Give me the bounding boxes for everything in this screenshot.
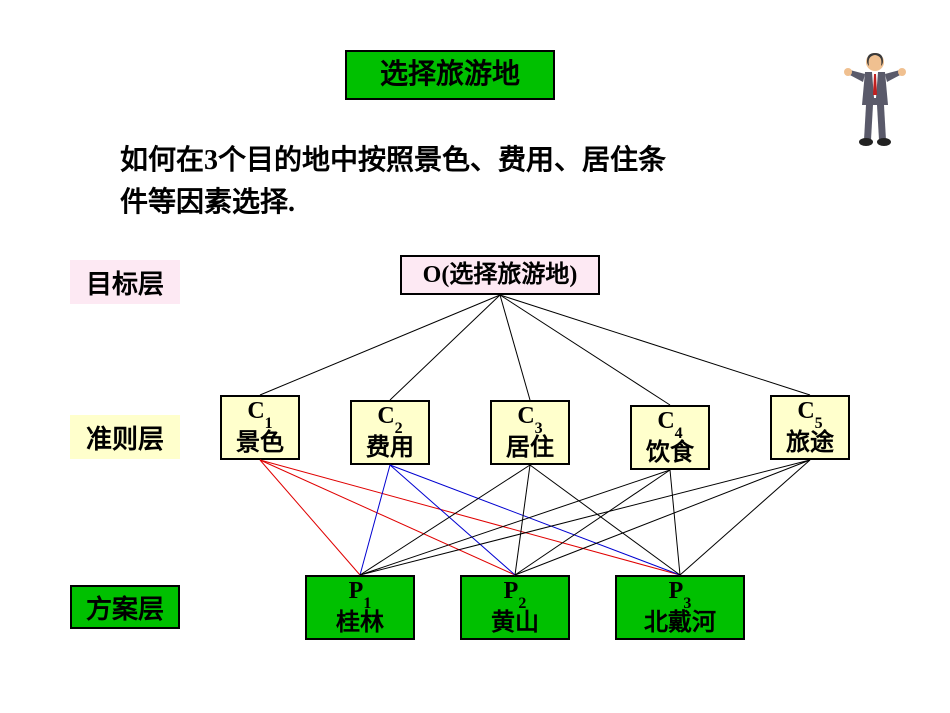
businessman-icon <box>840 50 910 150</box>
edge-C1-P1 <box>260 460 360 575</box>
criteria-id: C5 <box>797 397 822 429</box>
criteria-name: 居住 <box>506 434 554 463</box>
objective-node: O(选择旅游地) <box>400 255 600 295</box>
title-text: 选择旅游地 <box>380 58 520 92</box>
edge-O-C3 <box>500 295 530 400</box>
criteria-name: 景色 <box>236 429 284 458</box>
edge-C5-P3 <box>680 460 810 575</box>
criteria-node-C2: C2费用 <box>350 400 430 465</box>
criteria-node-C3: C3居住 <box>490 400 570 465</box>
criteria-id: C2 <box>377 402 402 434</box>
edge-C1-P2 <box>260 460 515 575</box>
edge-C5-P1 <box>360 460 810 575</box>
criteria-id: C3 <box>517 402 542 434</box>
edge-C2-P2 <box>390 465 515 575</box>
edge-C4-P3 <box>670 470 680 575</box>
edge-C3-P2 <box>515 465 530 575</box>
criteria-name: 旅途 <box>786 429 834 458</box>
layer-label-obj: 目标层 <box>70 260 180 304</box>
title-box: 选择旅游地 <box>345 50 555 100</box>
criteria-name: 饮食 <box>646 439 694 468</box>
alternative-node-P2: P2黄山 <box>460 575 570 640</box>
alternative-node-P3: P3北戴河 <box>615 575 745 640</box>
description: 如何在3个目的地中按照景色、费用、居住条 件等因素选择. <box>120 140 666 224</box>
edge-O-C4 <box>500 295 670 405</box>
criteria-id: C4 <box>657 407 682 439</box>
edge-O-C2 <box>390 295 500 400</box>
criteria-node-C5: C5旅途 <box>770 395 850 460</box>
objective-label: O(选择旅游地) <box>423 261 578 290</box>
desc-line-2: 件等因素选择. <box>120 187 295 218</box>
edge-O-C1 <box>260 295 500 395</box>
desc-line-1: 如何在3个目的地中按照景色、费用、居住条 <box>120 145 666 176</box>
edge-C3-P1 <box>360 465 530 575</box>
alternative-id: P3 <box>669 577 692 609</box>
layer-label-crit: 准则层 <box>70 415 180 459</box>
edge-C4-P2 <box>515 470 670 575</box>
edge-C4-P1 <box>360 470 670 575</box>
edge-C3-P3 <box>530 465 680 575</box>
edge-O-C5 <box>500 295 810 395</box>
criteria-node-C1: C1景色 <box>220 395 300 460</box>
criteria-id: C1 <box>247 397 272 429</box>
criteria-node-C4: C4饮食 <box>630 405 710 470</box>
edge-C5-P2 <box>515 460 810 575</box>
alternative-id: P2 <box>504 577 527 609</box>
alternative-id: P1 <box>349 577 372 609</box>
layer-label-alt: 方案层 <box>70 585 180 629</box>
criteria-name: 费用 <box>366 434 414 463</box>
edge-C2-P1 <box>360 465 390 575</box>
edge-C2-P3 <box>390 465 680 575</box>
edge-C1-P3 <box>260 460 680 575</box>
alternative-name: 北戴河 <box>644 609 716 638</box>
alternative-name: 黄山 <box>491 609 539 638</box>
alternative-name: 桂林 <box>336 609 384 638</box>
alternative-node-P1: P1桂林 <box>305 575 415 640</box>
